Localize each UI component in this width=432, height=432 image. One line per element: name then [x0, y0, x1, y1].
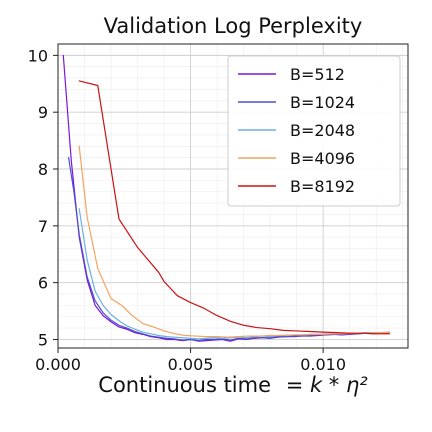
series-layer	[62, 54, 391, 342]
x-axis-label-text: Continuous time	[98, 373, 271, 397]
legend-label: B=4096	[290, 149, 355, 168]
x-axis-label-formula: = k * η²	[286, 373, 369, 397]
y-tick-label: 10	[28, 46, 48, 65]
legend-label: B=512	[290, 65, 345, 84]
legend-box	[227, 55, 401, 207]
series-line-b-4096	[78, 145, 391, 338]
y-tick-label: 5	[38, 330, 48, 349]
x-axis-ticks: 0.000 0.005 0.010	[35, 348, 346, 374]
legend: B=512 B=1024 B=2048 B=4096 B=8192	[227, 55, 401, 207]
y-tick-label: 9	[38, 103, 48, 122]
chart-title: Validation Log Perplexity	[104, 14, 363, 38]
x-tick-label: 0.010	[300, 355, 346, 374]
axes-frame	[57, 43, 409, 349]
y-axis-ticks: 5 6 7 8 9 10	[28, 46, 58, 349]
series-line-b-8192	[78, 80, 391, 335]
x-axis-label: Continuous time = k * η²	[98, 373, 368, 397]
y-tick-label: 8	[38, 160, 48, 179]
legend-label: B=2048	[290, 121, 355, 140]
legend-label: B=8192	[290, 177, 355, 196]
x-tick-label: 0.005	[168, 355, 214, 374]
y-tick-label: 6	[38, 274, 48, 293]
legend-label: B=1024	[290, 93, 355, 112]
y-tick-label: 7	[38, 217, 48, 236]
x-tick-label: 0.000	[35, 355, 81, 374]
